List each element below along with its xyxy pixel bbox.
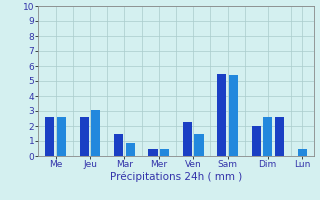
Bar [91, 110, 100, 156]
Bar [263, 117, 272, 156]
Bar [275, 117, 284, 156]
Bar [194, 134, 204, 156]
Bar [183, 121, 192, 156]
Bar [298, 148, 307, 156]
Bar [80, 117, 89, 156]
Bar [114, 134, 123, 156]
Bar [148, 148, 158, 156]
Bar [45, 117, 54, 156]
X-axis label: Précipitations 24h ( mm ): Précipitations 24h ( mm ) [110, 172, 242, 182]
Bar [125, 142, 135, 156]
Bar [252, 126, 261, 156]
Bar [57, 117, 66, 156]
Bar [217, 73, 227, 156]
Bar [160, 148, 169, 156]
Bar [229, 75, 238, 156]
